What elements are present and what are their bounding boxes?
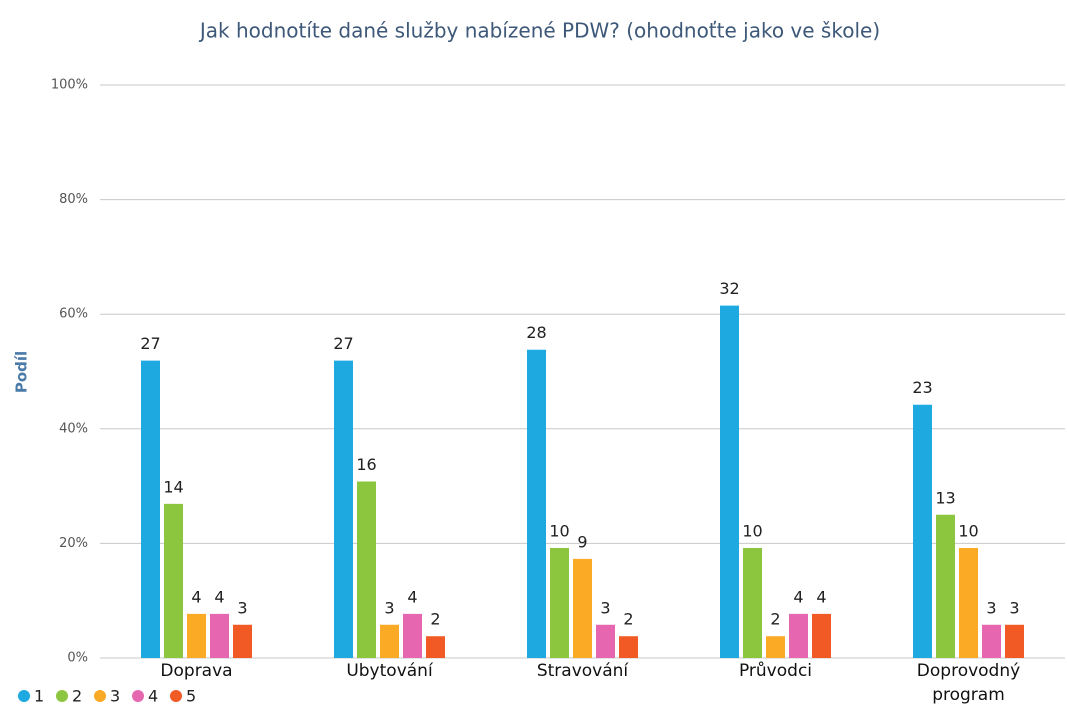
bar [743, 547, 762, 658]
data-label: 27 [333, 334, 353, 353]
bar [233, 624, 252, 658]
data-label: 10 [958, 521, 978, 540]
chart-title: Jak hodnotíte dané služby nabízené PDW? … [198, 19, 880, 43]
y-axis-label: Podíl [13, 351, 31, 393]
bar [1005, 624, 1024, 658]
y-tick-label: 80% [59, 192, 88, 207]
data-label: 27 [140, 334, 160, 353]
data-label: 28 [526, 323, 546, 342]
bar [403, 613, 422, 658]
bar [812, 613, 831, 658]
bar [982, 624, 1001, 658]
data-label: 4 [214, 587, 224, 606]
bar [380, 624, 399, 658]
bar [357, 481, 376, 658]
bar [426, 636, 445, 658]
legend-label: 4 [148, 687, 158, 706]
data-label: 10 [549, 521, 569, 540]
legend-marker [132, 690, 144, 702]
y-tick-label: 60% [59, 307, 88, 322]
data-label: 3 [1009, 598, 1019, 617]
legend-label: 3 [110, 687, 120, 706]
data-label: 2 [770, 610, 780, 629]
x-tick-label: Doprava [160, 661, 233, 681]
y-tick-label: 0% [67, 651, 88, 666]
legend-marker [94, 690, 106, 702]
y-tick-label: 100% [51, 78, 88, 93]
legend-label: 2 [72, 687, 82, 706]
legend-marker [170, 690, 182, 702]
legend-marker [56, 690, 68, 702]
data-label: 32 [719, 279, 739, 298]
legend-label: 1 [34, 687, 44, 706]
data-label: 2 [430, 610, 440, 629]
bar [766, 636, 785, 658]
bar [164, 503, 183, 658]
x-tick-label: Ubytování [346, 661, 433, 681]
data-label: 10 [742, 521, 762, 540]
bar [573, 558, 592, 658]
x-tick-label: Doprovodný program [916, 661, 1021, 705]
data-label: 3 [600, 598, 610, 617]
data-label: 14 [163, 477, 183, 496]
data-label: 3 [986, 598, 996, 617]
bar [334, 360, 353, 658]
data-label: 13 [935, 488, 955, 507]
bar [596, 624, 615, 658]
data-label: 4 [407, 587, 417, 606]
bar [959, 547, 978, 658]
bar [527, 349, 546, 658]
x-tick-label: Průvodci [738, 661, 813, 681]
data-label: 23 [912, 378, 932, 397]
bar [187, 613, 206, 658]
data-label: 4 [191, 587, 201, 606]
data-label: 3 [384, 598, 394, 617]
data-label: 16 [356, 455, 376, 474]
y-tick-label: 40% [59, 421, 88, 436]
bar [210, 613, 229, 658]
data-label: 4 [793, 587, 803, 606]
data-label: 9 [577, 532, 587, 551]
bar [936, 514, 955, 658]
data-label: 4 [816, 587, 826, 606]
y-tick-label: 20% [59, 536, 88, 551]
legend-marker [18, 690, 30, 702]
bar [720, 305, 739, 658]
legend-label: 5 [186, 687, 196, 706]
bar [141, 360, 160, 658]
bar [913, 404, 932, 658]
bar [789, 613, 808, 658]
data-label: 2 [623, 610, 633, 629]
bar [619, 636, 638, 658]
x-tick-label: Stravování [536, 661, 629, 681]
data-label: 3 [237, 598, 247, 617]
bar [550, 547, 569, 658]
